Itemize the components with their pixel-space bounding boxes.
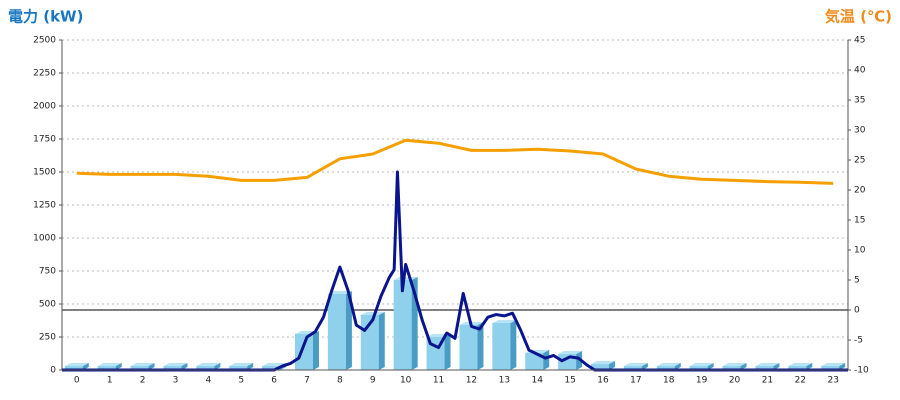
y2-tick-label: 15 — [854, 216, 865, 226]
x-tick-label: 4 — [205, 376, 211, 386]
x-tick-label: 22 — [795, 376, 806, 386]
bar — [97, 363, 122, 370]
x-tick-label: 14 — [531, 376, 543, 386]
bar — [295, 330, 320, 370]
y2-tick-label: 35 — [854, 96, 865, 106]
temperature-line — [76, 138, 834, 185]
y2-tick-label: 45 — [854, 36, 865, 46]
x-tick-label: 17 — [630, 376, 641, 386]
x-tick-label: 10 — [400, 376, 412, 386]
x-tick-label: 2 — [140, 376, 146, 386]
x-tick-label: 7 — [304, 376, 310, 386]
x-tick-label: 20 — [729, 376, 741, 386]
x-tick-label: 12 — [466, 376, 477, 386]
y-tick-label: 250 — [39, 333, 56, 343]
y-tick-label: 1000 — [33, 234, 56, 244]
bar — [229, 363, 254, 370]
power-line — [62, 170, 848, 372]
bar — [755, 363, 780, 370]
bar — [788, 363, 813, 370]
x-tick-label: 1 — [107, 376, 113, 386]
bar — [656, 363, 681, 370]
y-tick-label: 1250 — [33, 201, 56, 211]
x-tick-label: 8 — [337, 376, 343, 386]
x-tick-label: 0 — [74, 376, 80, 386]
x-tick-label: 11 — [433, 376, 444, 386]
y-tick-label: 2500 — [33, 36, 56, 46]
bar — [459, 321, 484, 370]
bar — [492, 320, 517, 370]
bar — [590, 361, 615, 370]
y2-tick-label: -10 — [854, 366, 869, 376]
x-tick-label: 19 — [696, 376, 708, 386]
bar — [689, 363, 714, 370]
y2-tick-label: 30 — [854, 126, 866, 136]
y-tick-label: 500 — [39, 300, 56, 310]
y2-tick-label: 25 — [854, 156, 865, 166]
x-tick-label: 21 — [762, 376, 773, 386]
x-tick-label: 23 — [827, 376, 838, 386]
bar — [722, 363, 747, 370]
y-tick-label: 1750 — [33, 135, 56, 145]
bar — [196, 363, 221, 370]
x-tick-label: 3 — [173, 376, 179, 386]
y-tick-label: 750 — [39, 267, 56, 277]
y2-axis-title: 気温 (℃) — [825, 8, 892, 26]
bar — [327, 290, 352, 370]
y2-tick-label: 10 — [854, 246, 866, 256]
x-tick-label: 18 — [663, 376, 675, 386]
y-tick-label: 2000 — [33, 102, 56, 112]
y-tick-label: 0 — [50, 366, 56, 376]
y-tick-label: 2250 — [33, 69, 56, 79]
bar — [623, 363, 648, 370]
bar — [64, 363, 89, 370]
y-tick-label: 1500 — [33, 168, 56, 178]
y2-tick-label: 40 — [854, 66, 866, 76]
bar — [130, 363, 155, 370]
x-tick-label: 15 — [564, 376, 575, 386]
bar — [163, 363, 188, 370]
y2-tick-label: 20 — [854, 186, 866, 196]
y-axis-title: 電力 (kW) — [8, 8, 83, 26]
bar — [821, 363, 846, 370]
x-tick-label: 9 — [370, 376, 376, 386]
x-tick-label: 5 — [238, 376, 244, 386]
y2-tick-label: -5 — [854, 336, 863, 346]
y2-tick-label: 0 — [854, 306, 860, 316]
x-tick-label: 13 — [499, 376, 510, 386]
x-tick-label: 6 — [271, 376, 277, 386]
x-tick-label: 16 — [597, 376, 609, 386]
y2-tick-label: 5 — [854, 276, 860, 286]
